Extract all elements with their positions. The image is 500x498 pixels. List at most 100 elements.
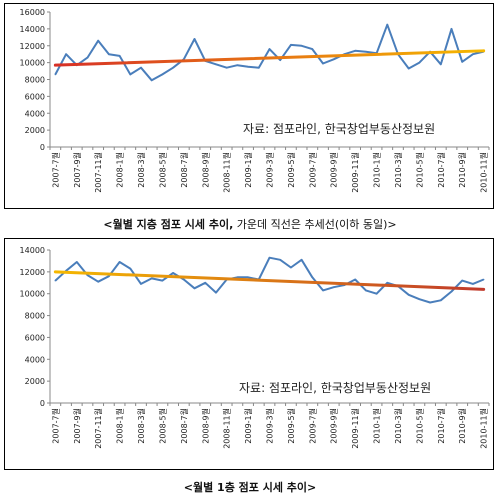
data-point <box>118 55 121 57</box>
chart-panel-basement: 0 2000 4000 6000 8000 10000 12000 14000 16000 200… <box>4 3 494 209</box>
data-point <box>472 53 474 55</box>
data-point <box>300 259 303 261</box>
data-point <box>290 44 292 46</box>
data-point <box>65 53 67 55</box>
data-point <box>365 289 367 292</box>
x-tick-label: 2010-1월 <box>372 408 382 444</box>
x-tick-label: 2008-5월 <box>157 152 167 188</box>
x-tick-label: 2009-1월 <box>243 152 253 188</box>
source-note: 자료: 점포라인, 한국창업부동산정보원 <box>243 122 436 136</box>
y-tick-label: 0 <box>40 143 45 152</box>
data-point <box>365 50 367 53</box>
data-point <box>268 256 271 259</box>
data-point <box>322 289 324 292</box>
x-tick-label: 2010-9월 <box>457 152 467 188</box>
data-point <box>54 73 57 76</box>
data-point <box>268 48 271 50</box>
data-point <box>140 66 142 69</box>
data-point <box>150 79 153 82</box>
data-point <box>279 259 282 261</box>
y-tick-label: 2000 <box>25 126 45 135</box>
data-point <box>354 50 356 52</box>
data-point <box>86 56 89 59</box>
caption-first-floor: <월별 1층 점포 시세 추이> <box>0 479 500 495</box>
data-point <box>375 292 378 295</box>
data-point <box>161 73 164 76</box>
data-point <box>461 60 464 63</box>
caption-bold: <월별 1층 점포 시세 추이> <box>183 481 317 494</box>
x-tick-label: 2010-7월 <box>436 408 446 444</box>
data-point <box>257 66 260 69</box>
y-tick-label: 6000 <box>25 92 45 101</box>
trend-line <box>53 49 486 67</box>
data-point <box>75 261 78 263</box>
data-point <box>215 63 217 66</box>
x-tick-label: 2008-1월 <box>115 408 125 444</box>
x-tick-label: 2007-11월 <box>93 152 103 193</box>
data-point <box>311 48 314 50</box>
data-point <box>193 38 196 40</box>
data-point <box>150 277 153 280</box>
data-point <box>407 294 410 296</box>
data-point <box>429 301 431 304</box>
x-tick-label: 2009-9월 <box>329 408 339 444</box>
caption-bold: <월별 지층 점포 시세 추이, <box>103 218 234 231</box>
data-point <box>236 64 239 66</box>
y-tick-label: 4000 <box>25 355 45 364</box>
data-point <box>279 59 282 61</box>
data-point <box>407 67 410 70</box>
data-point <box>386 23 389 26</box>
x-tick-label: 2009-3월 <box>265 408 275 444</box>
data-point <box>311 276 314 279</box>
caption-normal: 가운데 직선은 추세선(이하 동일)> <box>233 218 397 231</box>
data-point <box>300 44 303 47</box>
y-tick-label: 2000 <box>25 377 45 386</box>
x-tick-label: 2010-7월 <box>436 152 446 188</box>
data-point <box>225 66 228 69</box>
x-tick-label: 2008-1월 <box>115 152 125 188</box>
caption-basement: <월별 지층 점포 시세 추이, 가운데 직선은 추세선(이하 동일)> <box>0 216 500 232</box>
data-point <box>418 298 421 300</box>
data-point <box>172 272 174 274</box>
x-tick-label: 2010-1월 <box>372 152 382 188</box>
y-tick-label: 8000 <box>25 76 45 85</box>
data-point <box>332 286 335 288</box>
data-point <box>97 39 99 42</box>
x-tick-label: 2008-9월 <box>200 408 210 444</box>
x-tick-label: 2010-11월 <box>479 408 489 449</box>
x-tick-label: 2008-7월 <box>179 408 189 444</box>
y-tick-label: 10000 <box>20 290 45 299</box>
data-point <box>450 290 453 293</box>
data-point <box>108 53 110 55</box>
data-point <box>354 278 356 281</box>
data-point <box>161 279 164 282</box>
data-point <box>440 63 442 66</box>
x-tick-label: 2009-3월 <box>265 152 275 188</box>
x-tick-label: 2008-3월 <box>136 152 146 188</box>
x-tick-label: 2009-1월 <box>243 408 253 444</box>
y-tick-label: 6000 <box>25 333 45 342</box>
x-tick-label: 2009-9월 <box>329 152 339 188</box>
data-point <box>193 287 196 290</box>
x-tick-label: 2010-3월 <box>393 152 403 188</box>
data-point <box>290 266 292 269</box>
data-point <box>482 278 485 281</box>
x-tick-label: 2009-5월 <box>286 152 296 188</box>
y-tick-label: 12000 <box>20 42 45 51</box>
x-tick-label: 2009-11월 <box>350 152 360 193</box>
x-tick-label: 2009-11월 <box>350 408 360 449</box>
data-point <box>247 276 249 279</box>
data-point <box>440 299 442 302</box>
data-point <box>97 280 99 283</box>
x-tick-label: 2010-9월 <box>457 408 467 444</box>
chart-first-floor: 0 2000 4000 6000 8000 10000 12000 14000 2007-7월 2… <box>20 246 490 449</box>
x-tick-label: 2009-5월 <box>286 408 296 444</box>
data-point <box>450 28 453 30</box>
data-point <box>118 261 121 263</box>
trend-line <box>53 270 486 291</box>
data-point <box>54 279 57 282</box>
x-tick-label: 2007-11월 <box>93 408 103 449</box>
x-tick-label: 2008-3월 <box>136 408 146 444</box>
data-point <box>172 66 174 69</box>
x-tick-label: 2010-11월 <box>479 152 489 193</box>
